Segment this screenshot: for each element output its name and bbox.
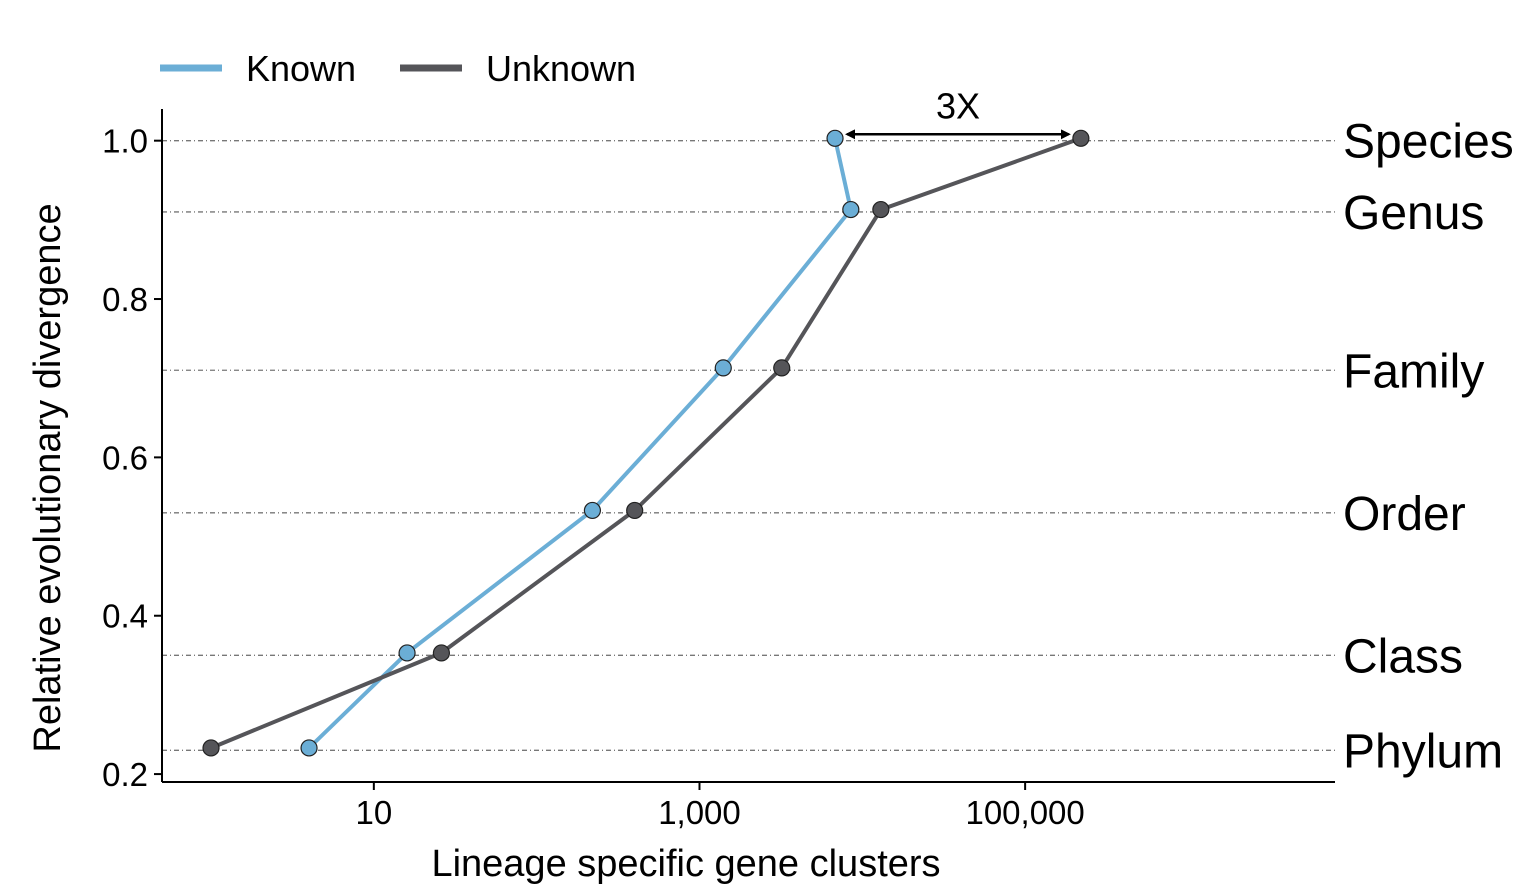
fold-change-label: 3X <box>936 85 980 126</box>
rank-labels: Species Genus Family Order Class Phylum <box>1343 116 1514 779</box>
x-axis-title: Lineage specific gene clusters <box>431 843 940 885</box>
data-point-unknown <box>773 359 791 377</box>
x-tick-label: 10 <box>355 794 392 831</box>
data-point-known <box>583 501 602 520</box>
data-point-unknown <box>202 739 220 757</box>
x-tick-label: 100,000 <box>965 794 1084 831</box>
rank-gridlines <box>162 140 1335 751</box>
legend: Known Unknown <box>160 48 636 89</box>
data-point-unknown <box>1072 129 1090 147</box>
rank-label-order: Order <box>1343 488 1466 541</box>
y-tick-label: 0.8 <box>102 281 148 318</box>
x-tick-label: 1,000 <box>658 794 741 831</box>
x-ticks: 10 1,000 100,000 <box>355 782 1085 831</box>
annotation: 3X <box>845 85 1071 140</box>
rank-label-species: Species <box>1343 116 1514 169</box>
y-axis-title: Relative evolutionary divergence <box>27 203 69 752</box>
data-point-known <box>398 644 416 662</box>
y-tick-label: 1.0 <box>102 123 148 160</box>
legend-label-known: Known <box>246 48 356 89</box>
rank-label-genus: Genus <box>1343 187 1484 240</box>
y-tick-label: 0.2 <box>102 756 148 793</box>
legend-label-unknown: Unknown <box>486 48 636 89</box>
axes <box>161 109 1335 783</box>
rank-label-class: Class <box>1343 630 1463 683</box>
y-tick-label: 0.6 <box>102 439 148 476</box>
data-point-known <box>826 129 844 147</box>
y-ticks: 0.2 0.4 0.6 0.8 1.0 <box>102 123 162 793</box>
rank-label-family: Family <box>1343 345 1484 398</box>
data-point-known <box>842 200 860 219</box>
series-line-known <box>307 137 853 750</box>
data-point-known <box>714 359 732 377</box>
series-group <box>202 129 1090 757</box>
y-tick-label: 0.4 <box>102 598 148 635</box>
rank-label-phylum: Phylum <box>1343 725 1503 778</box>
data-point-known <box>300 739 318 757</box>
data-point-unknown <box>626 501 644 520</box>
series-line-unknown <box>210 136 1082 750</box>
data-point-unknown <box>872 200 890 219</box>
data-point-unknown <box>432 644 451 662</box>
